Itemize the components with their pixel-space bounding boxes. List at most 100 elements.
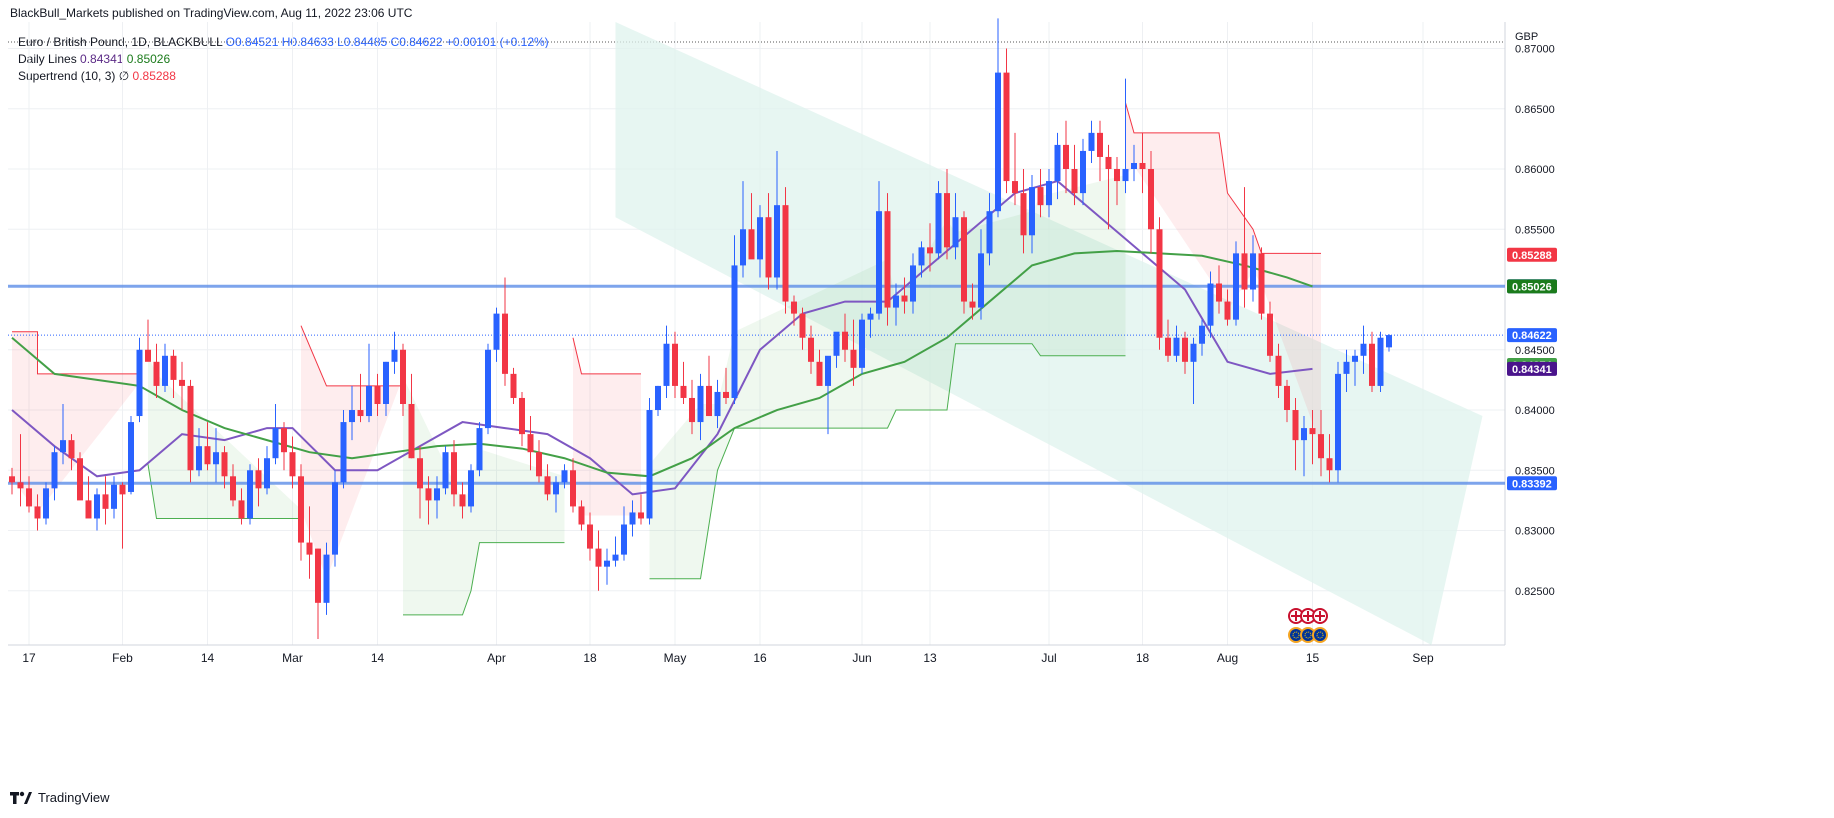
candle-body bbox=[281, 428, 287, 453]
price-tick-label: 0.82500 bbox=[1515, 586, 1555, 598]
candle bbox=[952, 193, 959, 260]
candle-body bbox=[43, 488, 49, 519]
candle-body bbox=[1165, 337, 1171, 356]
candle-body bbox=[952, 217, 959, 248]
candle bbox=[264, 446, 270, 495]
candle-body bbox=[510, 373, 517, 398]
symbol-name[interactable]: Euro / British Pound, 1D, BLACKBULL bbox=[18, 35, 223, 49]
candle bbox=[901, 277, 908, 314]
candle bbox=[281, 422, 287, 471]
price-tick-label: 0.83500 bbox=[1515, 465, 1555, 477]
candle bbox=[1080, 138, 1086, 206]
supertrend-row[interactable]: Supertrend (10, 3) ∅ 0.85288 bbox=[18, 68, 549, 85]
candle bbox=[663, 325, 670, 398]
candle bbox=[1309, 410, 1316, 465]
candle-body bbox=[366, 385, 372, 417]
candle bbox=[374, 373, 381, 417]
time-tick-label: Mar bbox=[282, 651, 303, 665]
candle bbox=[1063, 120, 1069, 194]
candle-body bbox=[672, 343, 678, 386]
candle-body bbox=[1241, 253, 1248, 290]
candle-body bbox=[850, 349, 857, 368]
candle bbox=[1216, 265, 1222, 314]
economic-events[interactable] bbox=[1288, 608, 1328, 643]
candle-body bbox=[927, 247, 933, 254]
time-axis[interactable]: 17 Feb 14 Mar 14 Apr 18 May 16 Jun 13 Jul 18 Aug 15 Sep bbox=[22, 651, 1434, 665]
candle-body bbox=[1292, 410, 1299, 441]
candle-body bbox=[978, 253, 984, 308]
candle-body bbox=[765, 217, 772, 278]
candle bbox=[1318, 410, 1324, 477]
price-badge-bg bbox=[1507, 328, 1557, 343]
candle bbox=[553, 476, 559, 513]
time-tick-label: 13 bbox=[923, 651, 937, 665]
candle bbox=[1224, 289, 1231, 326]
candle-body bbox=[94, 494, 100, 519]
candle bbox=[417, 446, 423, 519]
candle-body bbox=[714, 391, 721, 417]
eu-flag-icon bbox=[1288, 627, 1304, 643]
price-badge-text: 0.83392 bbox=[1512, 478, 1552, 490]
supertrend-line-down bbox=[572, 337, 641, 375]
candle-body bbox=[825, 355, 831, 386]
candle bbox=[1156, 217, 1163, 350]
candle-body bbox=[400, 349, 406, 404]
candle bbox=[170, 349, 177, 398]
candle bbox=[536, 440, 542, 483]
price-tick-label: 0.87000 bbox=[1515, 44, 1555, 56]
candle-body bbox=[1207, 283, 1214, 326]
candle bbox=[680, 361, 687, 404]
candle bbox=[893, 283, 899, 326]
candle bbox=[527, 416, 534, 471]
candle-body bbox=[1122, 169, 1129, 182]
candle-body bbox=[731, 265, 738, 398]
candle-body bbox=[196, 446, 202, 471]
candle-body bbox=[595, 548, 602, 567]
candle bbox=[578, 500, 585, 531]
candle bbox=[1369, 331, 1375, 392]
tradingview-footer[interactable]: TradingView bbox=[10, 790, 110, 805]
candle-body bbox=[1318, 434, 1324, 459]
candle-body bbox=[527, 434, 534, 453]
candle bbox=[1165, 319, 1171, 362]
candle-body bbox=[417, 458, 423, 489]
candle bbox=[1275, 343, 1282, 398]
candle bbox=[1139, 132, 1146, 194]
candle bbox=[94, 488, 100, 531]
price-tick-label: 0.86000 bbox=[1515, 164, 1555, 176]
supertrend-fill-down bbox=[573, 337, 641, 516]
candle-body bbox=[1216, 283, 1222, 302]
candle-body bbox=[323, 554, 330, 603]
price-badge: 0.85026 bbox=[1507, 279, 1557, 294]
candle-body bbox=[179, 379, 185, 386]
candle bbox=[621, 506, 627, 561]
candle-body bbox=[374, 385, 381, 404]
candle bbox=[604, 548, 610, 585]
candle bbox=[85, 476, 92, 519]
candle bbox=[408, 373, 415, 459]
candle bbox=[26, 476, 32, 513]
candle-body bbox=[1352, 355, 1358, 362]
price-tick-label: 0.86500 bbox=[1515, 104, 1555, 116]
candle-body bbox=[876, 211, 882, 314]
candle bbox=[791, 295, 797, 326]
candle-body bbox=[349, 410, 355, 423]
candle bbox=[221, 446, 228, 489]
candle bbox=[1054, 132, 1061, 200]
candle bbox=[969, 283, 976, 320]
supertrend-fill-up bbox=[649, 175, 1126, 579]
candle-body bbox=[111, 484, 117, 509]
daily-lines-row[interactable]: Daily Lines 0.84341 0.85026 bbox=[18, 51, 549, 68]
time-tick-label: Jun bbox=[852, 651, 871, 665]
candle bbox=[332, 470, 338, 567]
flag-stars bbox=[1304, 631, 1312, 639]
price-badge-bg bbox=[1507, 247, 1557, 262]
candle-body bbox=[918, 247, 925, 266]
candle bbox=[1207, 271, 1214, 338]
ohlc-open: O0.84521 bbox=[225, 35, 279, 49]
tradingview-brand: TradingView bbox=[38, 790, 110, 805]
candle-body bbox=[859, 319, 865, 368]
candle bbox=[816, 349, 823, 386]
